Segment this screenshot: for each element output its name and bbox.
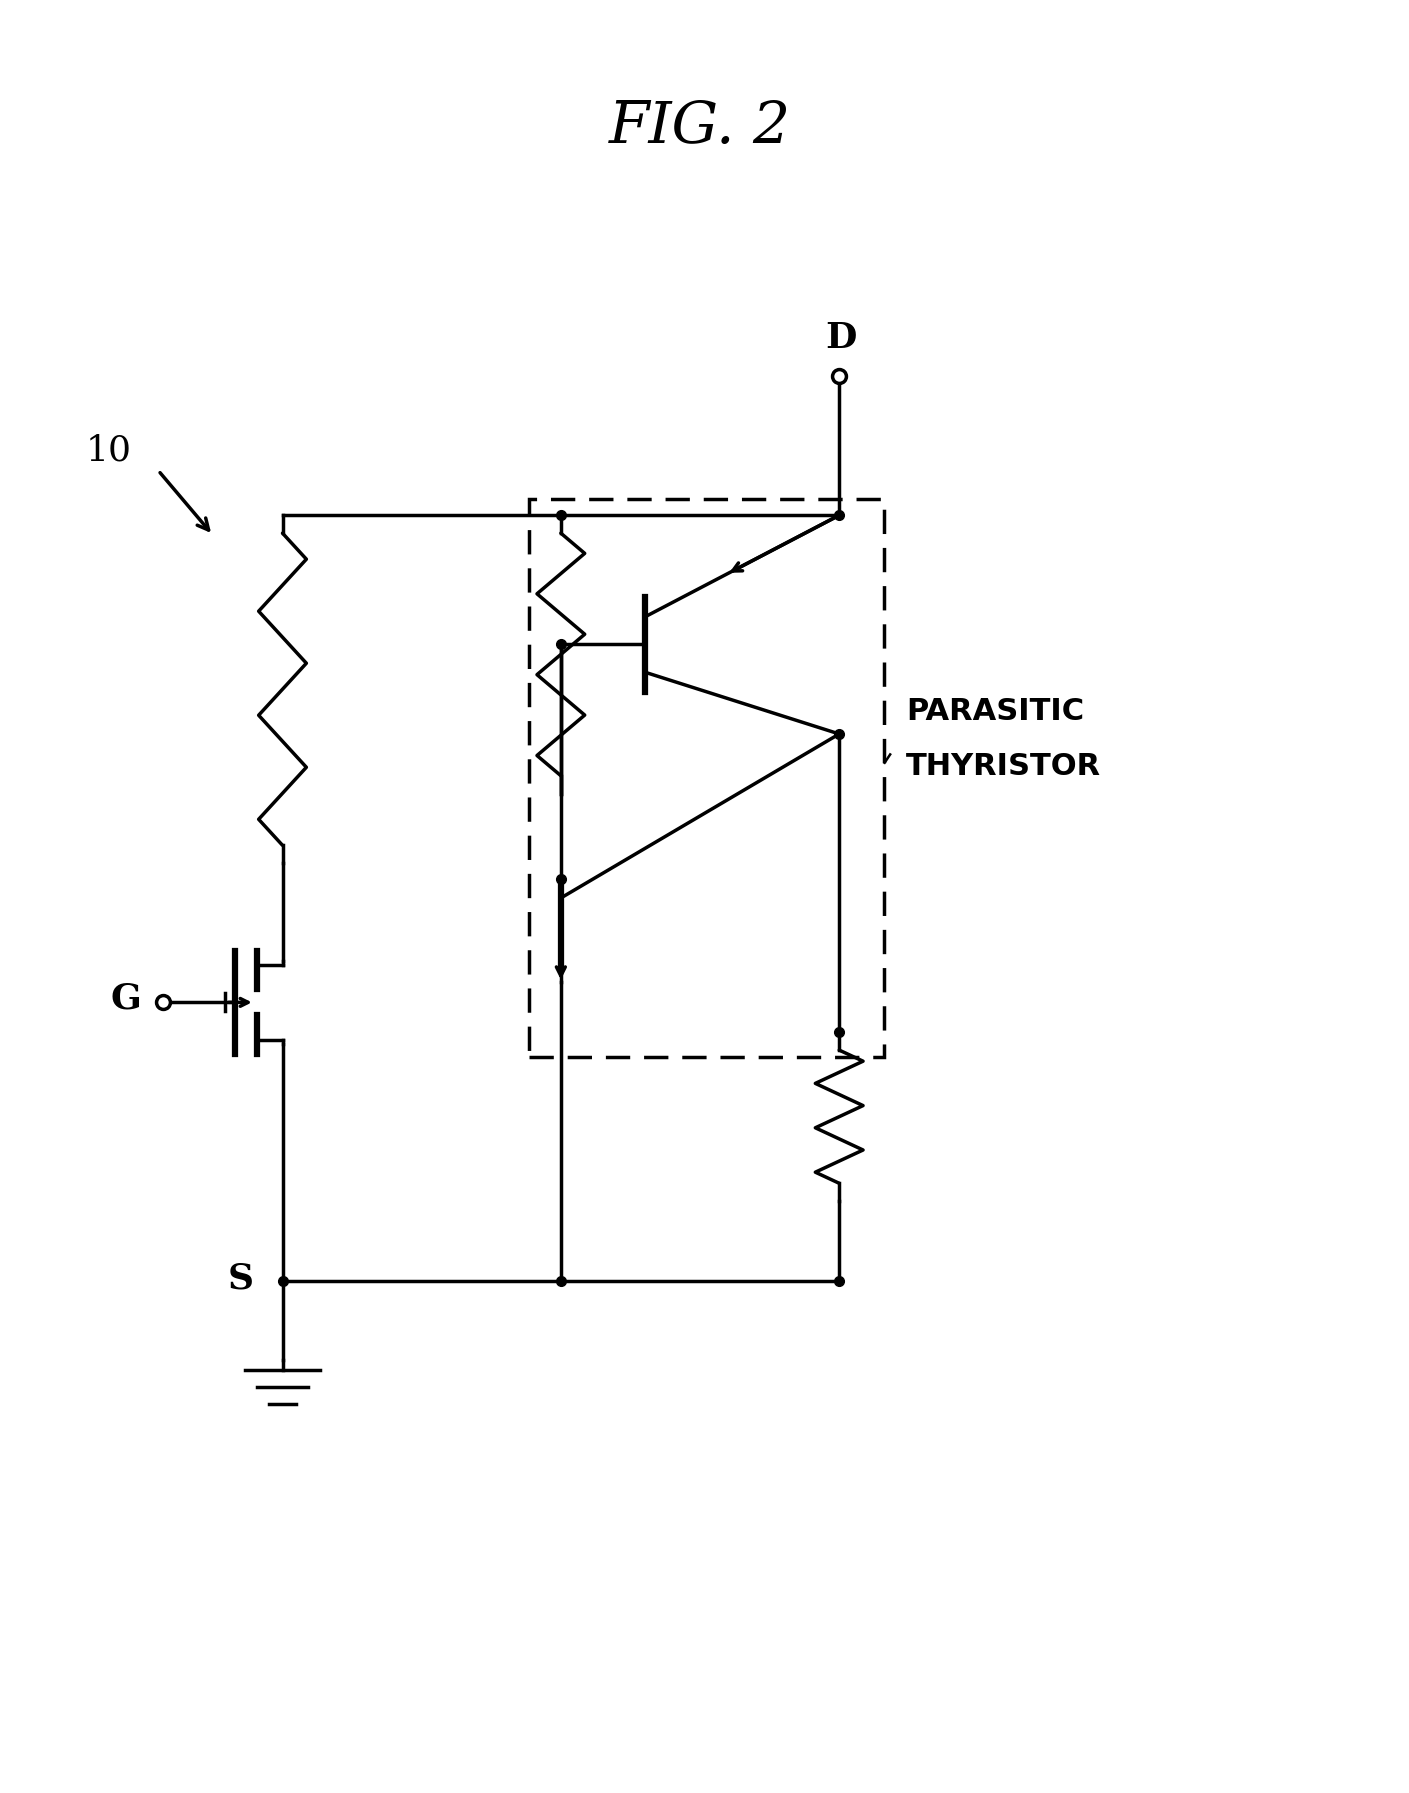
Text: G: G <box>110 981 141 1015</box>
Text: FIG. 2: FIG. 2 <box>609 99 790 156</box>
Text: S: S <box>228 1262 254 1296</box>
Text: THYRISTOR: THYRISTOR <box>906 753 1100 782</box>
Text: D: D <box>826 321 857 355</box>
Text: PARASITIC: PARASITIC <box>906 697 1084 726</box>
Text: 10: 10 <box>86 434 131 468</box>
Bar <box>528 500 883 1058</box>
